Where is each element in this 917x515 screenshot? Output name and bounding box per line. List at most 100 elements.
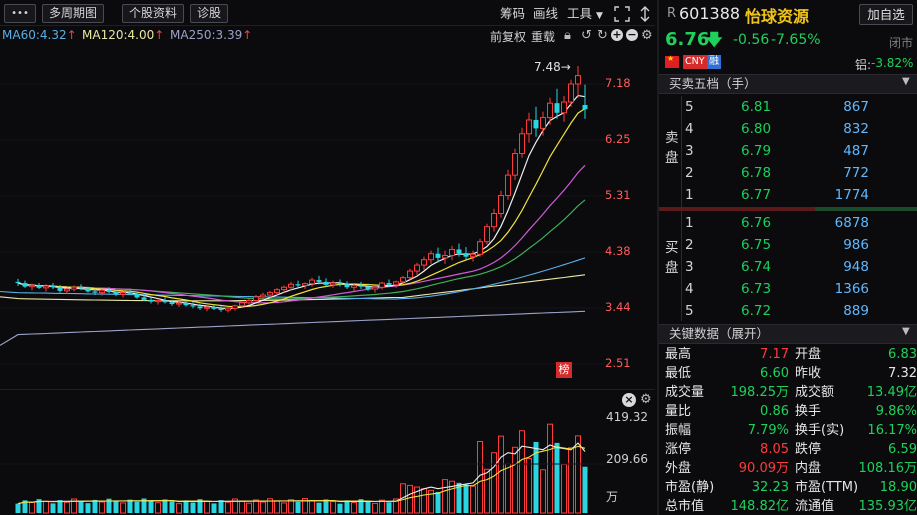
key-data-value: 6.60 xyxy=(760,366,789,381)
candle-body xyxy=(337,283,343,285)
candle-body xyxy=(540,117,546,129)
sell-side-label: 卖 盘 xyxy=(665,130,679,166)
candle-body xyxy=(484,226,490,243)
bid-row[interactable]: 2 6.75 986 xyxy=(685,237,869,253)
candle-body xyxy=(449,248,455,256)
undo-icon[interactable]: ↺ xyxy=(581,28,592,43)
volume-bar xyxy=(547,423,553,514)
volume-bar xyxy=(435,491,441,513)
high-price-marker: 7.48→ xyxy=(534,60,571,74)
price-candle-chart[interactable] xyxy=(0,46,605,386)
zoom-in-icon[interactable]: + xyxy=(611,28,623,41)
volume-bar xyxy=(43,500,49,514)
candle-body xyxy=(113,292,119,295)
volume-bar xyxy=(484,468,490,514)
volume-bar xyxy=(232,498,238,514)
candle-body xyxy=(491,213,497,228)
ask-row[interactable]: 4 6.80 832 xyxy=(685,121,869,137)
volume-bar-chart[interactable] xyxy=(0,409,605,515)
candle-body xyxy=(442,254,448,259)
price-tick: 6.25 xyxy=(605,132,631,146)
volume-bar xyxy=(274,500,280,514)
volume-unit: 万 xyxy=(606,490,619,504)
ma60-line xyxy=(0,257,586,300)
bid-row[interactable]: 4 6.73 1366 xyxy=(685,281,869,297)
volume-bar xyxy=(148,500,154,513)
key-data-value: 7.79% xyxy=(747,423,789,438)
ask-row[interactable]: 2 6.78 772 xyxy=(685,165,869,181)
diagnosis-button[interactable]: 诊股 xyxy=(190,4,229,23)
volume-bar xyxy=(141,498,147,513)
reload-button[interactable]: 重载 xyxy=(531,30,556,44)
volume-tick: 209.66 xyxy=(606,452,648,466)
key-data-label: 最高 xyxy=(665,347,692,362)
lock-icon[interactable]: 🔒︎ xyxy=(564,28,571,43)
more-button[interactable]: ••• xyxy=(4,4,36,23)
candle-body xyxy=(211,307,217,309)
price-axis: 7.18 6.25 5.31 4.38 3.44 2.51 xyxy=(605,46,655,386)
candle-body xyxy=(22,283,28,287)
key-data-label: 涨停 xyxy=(665,442,692,457)
collapse-caret-icon[interactable]: ▼ xyxy=(902,76,910,87)
ma60-label: MA60:4.32↑ xyxy=(2,28,77,42)
redo-icon[interactable]: ↻ xyxy=(597,28,608,43)
bid-row[interactable]: 3 6.74 948 xyxy=(685,259,869,275)
settings-gear-icon[interactable]: ⚙ xyxy=(641,28,653,43)
ma10-line xyxy=(17,108,586,308)
candle-body xyxy=(344,284,350,288)
add-watchlist-button[interactable]: 加自选 xyxy=(859,4,913,25)
bid-row[interactable]: 1 6.76 6878 xyxy=(685,215,869,231)
key-data-label: 跌停 xyxy=(795,442,822,457)
volume-close-icon[interactable]: × xyxy=(622,393,636,407)
stock-info-button[interactable]: 个股资料 xyxy=(122,4,185,23)
candle-body xyxy=(582,104,588,110)
volume-bar xyxy=(225,501,231,514)
volume-bar xyxy=(15,503,21,513)
collapse-caret-icon[interactable]: ▼ xyxy=(902,326,910,337)
key-data-row: 量比 0.86 换手 9.86% xyxy=(659,402,917,421)
tools-menu[interactable]: 工具 ▼ xyxy=(567,5,603,23)
ask-row[interactable]: 3 6.79 487 xyxy=(685,143,869,159)
volume-settings-icon[interactable]: ⚙ xyxy=(640,392,652,407)
key-data-row: 最高 7.17 开盘 6.83 xyxy=(659,345,917,364)
volume-bar xyxy=(50,503,56,513)
volume-bar xyxy=(337,503,343,513)
volume-bar xyxy=(533,441,539,513)
zoom-out-icon[interactable]: − xyxy=(626,28,638,41)
candle-body xyxy=(288,283,294,288)
candle-body xyxy=(547,102,553,119)
ask-row[interactable]: 1 6.77 1774 xyxy=(685,187,869,203)
multi-period-button[interactable]: 多周期图 xyxy=(42,4,105,23)
key-data-row: 振幅 7.79% 换手(实) 16.17% xyxy=(659,421,917,440)
price-tick: 2.51 xyxy=(605,356,631,370)
chip-button[interactable]: 筹码 xyxy=(500,6,526,21)
candle-body xyxy=(155,299,161,303)
fullscreen-icon[interactable] xyxy=(614,6,630,22)
ask-row[interactable]: 5 6.81 867 xyxy=(685,99,869,115)
key-data-label: 总市值 xyxy=(665,499,705,514)
volume-bar xyxy=(407,484,413,514)
ranking-flag-badge[interactable]: 榜 xyxy=(556,362,572,378)
bid-row[interactable]: 5 6.72 889 xyxy=(685,303,869,319)
key-data-header[interactable]: 关键数据（展开） xyxy=(659,324,917,344)
ma20-line xyxy=(17,164,586,304)
volume-bar xyxy=(99,501,105,514)
key-data-label: 成交额 xyxy=(795,385,835,400)
candle-body xyxy=(57,287,63,291)
candle-body xyxy=(400,277,406,283)
price-change-pct: -7.65% xyxy=(771,32,821,48)
volume-bar xyxy=(505,463,511,514)
margin-prefix: R xyxy=(667,6,677,21)
expand-arrows-icon[interactable] xyxy=(638,6,652,22)
volume-bar xyxy=(421,488,427,514)
candle-body xyxy=(274,289,280,294)
volume-bar xyxy=(379,499,385,514)
drawline-button[interactable]: 画线 xyxy=(533,6,559,21)
candle-body xyxy=(414,264,420,272)
candle-body xyxy=(302,283,308,286)
volume-bar xyxy=(281,502,287,514)
key-data-row: 最低 6.60 昨收 7.32 xyxy=(659,364,917,383)
key-data-label: 振幅 xyxy=(665,423,692,438)
adjust-button[interactable]: 前复权 xyxy=(490,30,527,44)
candle-body xyxy=(36,285,42,288)
